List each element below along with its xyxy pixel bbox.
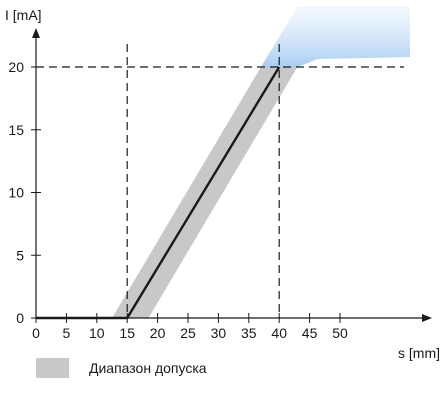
legend-label-tolerance: Диапазон допуска: [89, 360, 207, 376]
x-axis-label: s [mm]: [398, 345, 440, 361]
x-tick-label-20: 20: [150, 325, 166, 341]
x-tick-label-0: 0: [32, 325, 40, 341]
y-tick-label-15: 15: [8, 122, 24, 138]
y-tick-label-5: 5: [16, 247, 24, 263]
tick-labels: 0 5 10 15 20 0 5 10 15 20 25 30 35 40 45 50 I [mA] s [mm]: [5, 7, 440, 361]
tolerance-band: [112, 6, 410, 318]
axes: [31, 28, 432, 323]
y-axis-label: I [mA]: [5, 7, 42, 23]
legend: Диапазон допуска: [36, 358, 207, 378]
legend-swatch-tolerance: [36, 358, 69, 378]
x-tick-label-15: 15: [119, 325, 135, 341]
y-tick-label-0: 0: [16, 310, 24, 326]
series-layer: [35, 66, 281, 320]
x-tick-label-25: 25: [180, 325, 196, 341]
x-axis-arrow: [422, 314, 432, 322]
tolerance-band-upper: [260, 6, 410, 67]
tolerance-band-grey: [112, 67, 298, 318]
y-tick-label-20: 20: [8, 59, 24, 75]
x-tick-label-30: 30: [211, 325, 227, 341]
x-tick-label-5: 5: [63, 325, 71, 341]
x-tick-label-35: 35: [241, 325, 257, 341]
reference-lines: [36, 44, 404, 318]
x-tick-label-10: 10: [89, 325, 105, 341]
y-axis-arrow: [32, 28, 40, 38]
x-tick-label-50: 50: [332, 325, 348, 341]
x-tick-label-40: 40: [271, 325, 287, 341]
y-tick-label-10: 10: [8, 185, 24, 201]
x-tick-label-45: 45: [302, 325, 318, 341]
